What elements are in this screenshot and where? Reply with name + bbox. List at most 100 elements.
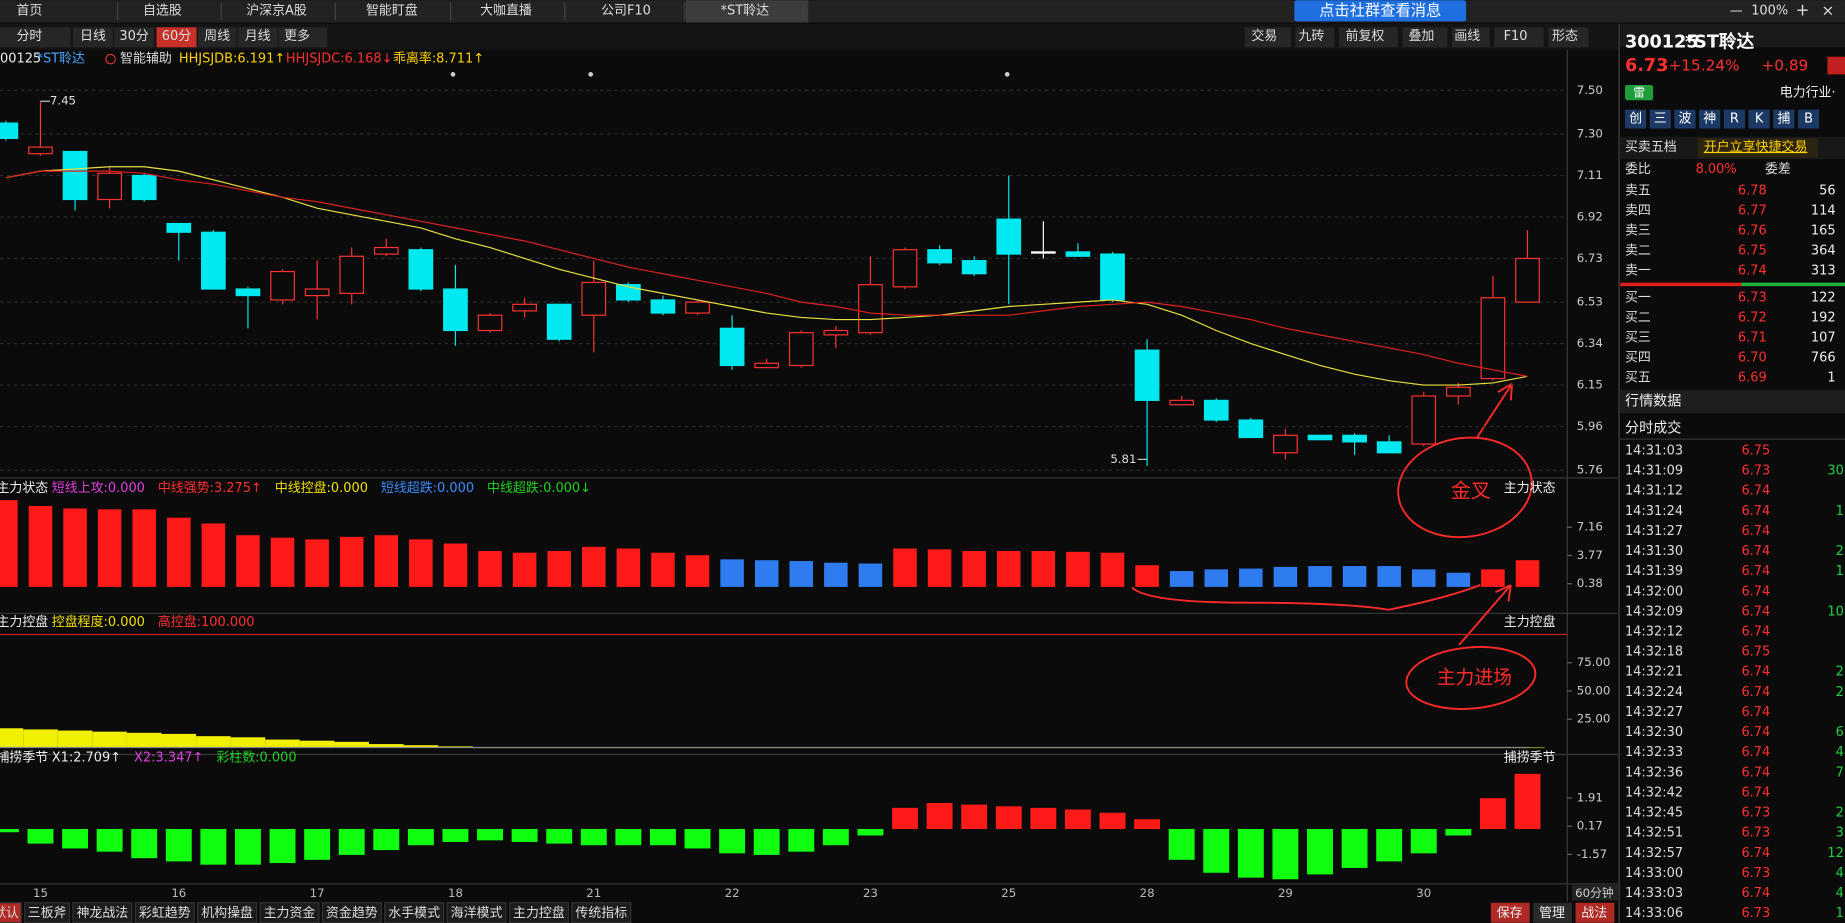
bar	[1272, 828, 1299, 880]
quote-button-label[interactable]: 三	[1654, 112, 1667, 127]
period-label[interactable]: 分时	[16, 29, 42, 44]
tool-button[interactable]	[1295, 27, 1335, 48]
quote-button-label[interactable]: 波	[1678, 112, 1691, 127]
notice-button[interactable]	[1294, 0, 1467, 22]
bottom-tab-label[interactable]: 神龙战法	[76, 906, 128, 921]
bottom-tab-label[interactable]: 主力资金	[264, 905, 316, 921]
bottom-tab-label[interactable]: 资金趋势	[326, 905, 378, 921]
tool-label[interactable]: 交易	[1251, 28, 1277, 44]
quote-button-label[interactable]: 神	[1703, 112, 1716, 127]
period-label[interactable]: 60分	[162, 29, 191, 44]
action-label[interactable]: 保存	[1497, 906, 1523, 921]
promo[interactable]: 开户立享快捷交易	[1704, 139, 1808, 155]
quote-button-label[interactable]: 捕	[1777, 111, 1790, 127]
tool-button[interactable]	[1451, 27, 1490, 48]
period-button[interactable]	[278, 27, 328, 48]
period-label[interactable]: 月线	[245, 29, 271, 44]
y-tick-label: 6.73	[1577, 251, 1603, 265]
bar	[580, 828, 607, 846]
candle-body	[0, 122, 19, 139]
tab[interactable]: 自选股	[143, 3, 182, 18]
period-button[interactable]	[114, 27, 155, 48]
bottom-tab-label[interactable]: 彩虹趋势	[139, 905, 191, 921]
level-price: 6.76	[1738, 223, 1767, 238]
legend-entry: X2:3.347↑	[134, 751, 203, 766]
tab-active[interactable]	[685, 0, 809, 23]
tool-label[interactable]: 前复权	[1346, 28, 1385, 44]
bottom-tab-label[interactable]: 海洋模式	[451, 906, 503, 921]
bar	[305, 539, 329, 587]
tool-button[interactable]	[1244, 27, 1291, 48]
trade-price: 6.74	[1741, 604, 1770, 619]
bottom-tab-label[interactable]: 主力控盘	[513, 905, 565, 921]
quote-button[interactable]	[1723, 109, 1745, 129]
tab[interactable]: 智能盯盘	[366, 2, 418, 18]
quote-button[interactable]	[1773, 109, 1795, 129]
trade-time: 14:33:06	[1625, 906, 1683, 921]
tool-label[interactable]: F10	[1504, 29, 1528, 44]
quote-button[interactable]	[1649, 109, 1671, 129]
plus[interactable]: +	[1796, 0, 1810, 19]
bottom-tab-label[interactable]: 传统指标	[575, 906, 627, 921]
x-tick-label: 30	[1416, 886, 1431, 900]
period-label[interactable]: 日线	[80, 29, 106, 44]
tool-button[interactable]	[1402, 27, 1448, 48]
candle-body	[1238, 419, 1264, 439]
bottom-tab-label[interactable]: 默认	[0, 905, 19, 921]
action-label[interactable]: 战法	[1581, 906, 1607, 921]
tab[interactable]: 首页	[16, 3, 42, 18]
period-label[interactable]: 30分	[119, 29, 148, 44]
quote-button-label[interactable]: B	[1804, 112, 1813, 127]
tool-button[interactable]	[1548, 27, 1589, 48]
tool-label[interactable]: 九砖	[1298, 29, 1324, 44]
bottom-tab-label[interactable]: 水手模式	[388, 906, 440, 921]
bar	[1273, 566, 1298, 587]
trades-title: 分时成交	[1625, 420, 1681, 437]
bottom-tab-label[interactable]: 三板斧	[28, 906, 67, 921]
assist[interactable]: 智能辅助	[120, 52, 172, 67]
period-button[interactable]	[197, 27, 237, 48]
action-button[interactable]	[1533, 902, 1573, 923]
tool-label[interactable]: 画线	[1454, 29, 1480, 44]
quote-button[interactable]	[1674, 109, 1696, 129]
tool-button[interactable]	[1339, 27, 1398, 48]
tool-label[interactable]: 叠加	[1408, 29, 1434, 44]
period-button[interactable]	[156, 27, 197, 48]
period-button[interactable]	[72, 27, 113, 48]
quote-button[interactable]	[1699, 109, 1721, 129]
quote-button[interactable]	[1748, 109, 1770, 129]
tool-label[interactable]: 形态	[1552, 29, 1578, 44]
trade-price: 6.74	[1741, 524, 1770, 539]
notice-text[interactable]: 点击社群查看消息	[1319, 1, 1441, 19]
tab[interactable]: 公司F10	[601, 3, 651, 18]
period-label[interactable]: 更多	[284, 29, 310, 44]
action-label[interactable]: 管理	[1539, 906, 1565, 921]
period-button[interactable]	[237, 27, 278, 48]
period-button[interactable]	[0, 27, 71, 48]
quote-button[interactable]	[1624, 109, 1647, 129]
tab[interactable]: *ST聆达	[721, 3, 770, 18]
quote-button-label[interactable]: 创	[1629, 112, 1642, 127]
tool-button[interactable]	[1494, 27, 1544, 48]
bottom-tab-label[interactable]: 机构操盘	[201, 905, 253, 921]
tab[interactable]: 大咖直播	[480, 3, 532, 18]
period-label[interactable]: 周线	[204, 29, 230, 44]
quote-button-label[interactable]: K	[1755, 112, 1764, 127]
tab[interactable]: 沪深京A股	[246, 3, 307, 18]
dot	[588, 72, 594, 77]
market-data[interactable]: 行情数据	[1625, 393, 1681, 409]
quote-button-label[interactable]: R	[1730, 112, 1739, 127]
x-tick-label: 18	[448, 886, 463, 900]
bar	[57, 730, 93, 748]
bar	[1203, 828, 1230, 873]
minus[interactable]: —	[1730, 3, 1743, 18]
action-button[interactable]	[1490, 902, 1530, 923]
y-tick-label: 75.00	[1577, 655, 1611, 669]
promo-bg[interactable]	[1697, 137, 1818, 158]
close[interactable]: ×	[1821, 1, 1834, 19]
trade-time: 14:32:24	[1625, 685, 1683, 700]
bar	[97, 509, 122, 587]
action-button[interactable]	[1575, 902, 1615, 923]
quote-button[interactable]	[1797, 109, 1820, 129]
panel-title: 主力状态	[0, 481, 48, 496]
